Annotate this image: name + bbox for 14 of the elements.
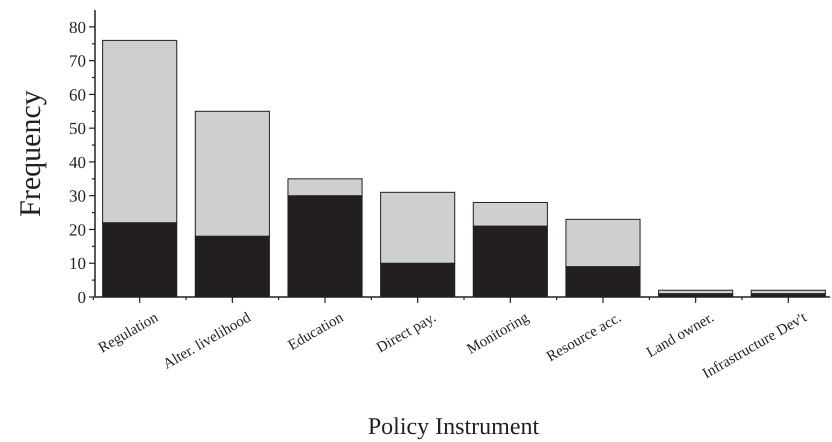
y-tick-label: 60 (69, 85, 86, 104)
y-tick-label: 30 (69, 186, 86, 206)
y-tick-label: 40 (69, 152, 86, 172)
bar (750, 290, 826, 294)
y-tick-label: 20 (69, 220, 86, 240)
y-tick-label: 80 (69, 18, 86, 37)
bar (658, 290, 734, 294)
y-tick-label: 0 (78, 288, 86, 307)
y-tick-label: 50 (69, 119, 86, 138)
y-tick-label: 70 (69, 52, 86, 71)
x-tick-label: Direct pay. (374, 310, 439, 356)
y-tick-label: 10 (69, 254, 86, 274)
x-axis-title: Policy Instrument (368, 414, 540, 440)
y-axis-title: Frequency (14, 90, 47, 217)
